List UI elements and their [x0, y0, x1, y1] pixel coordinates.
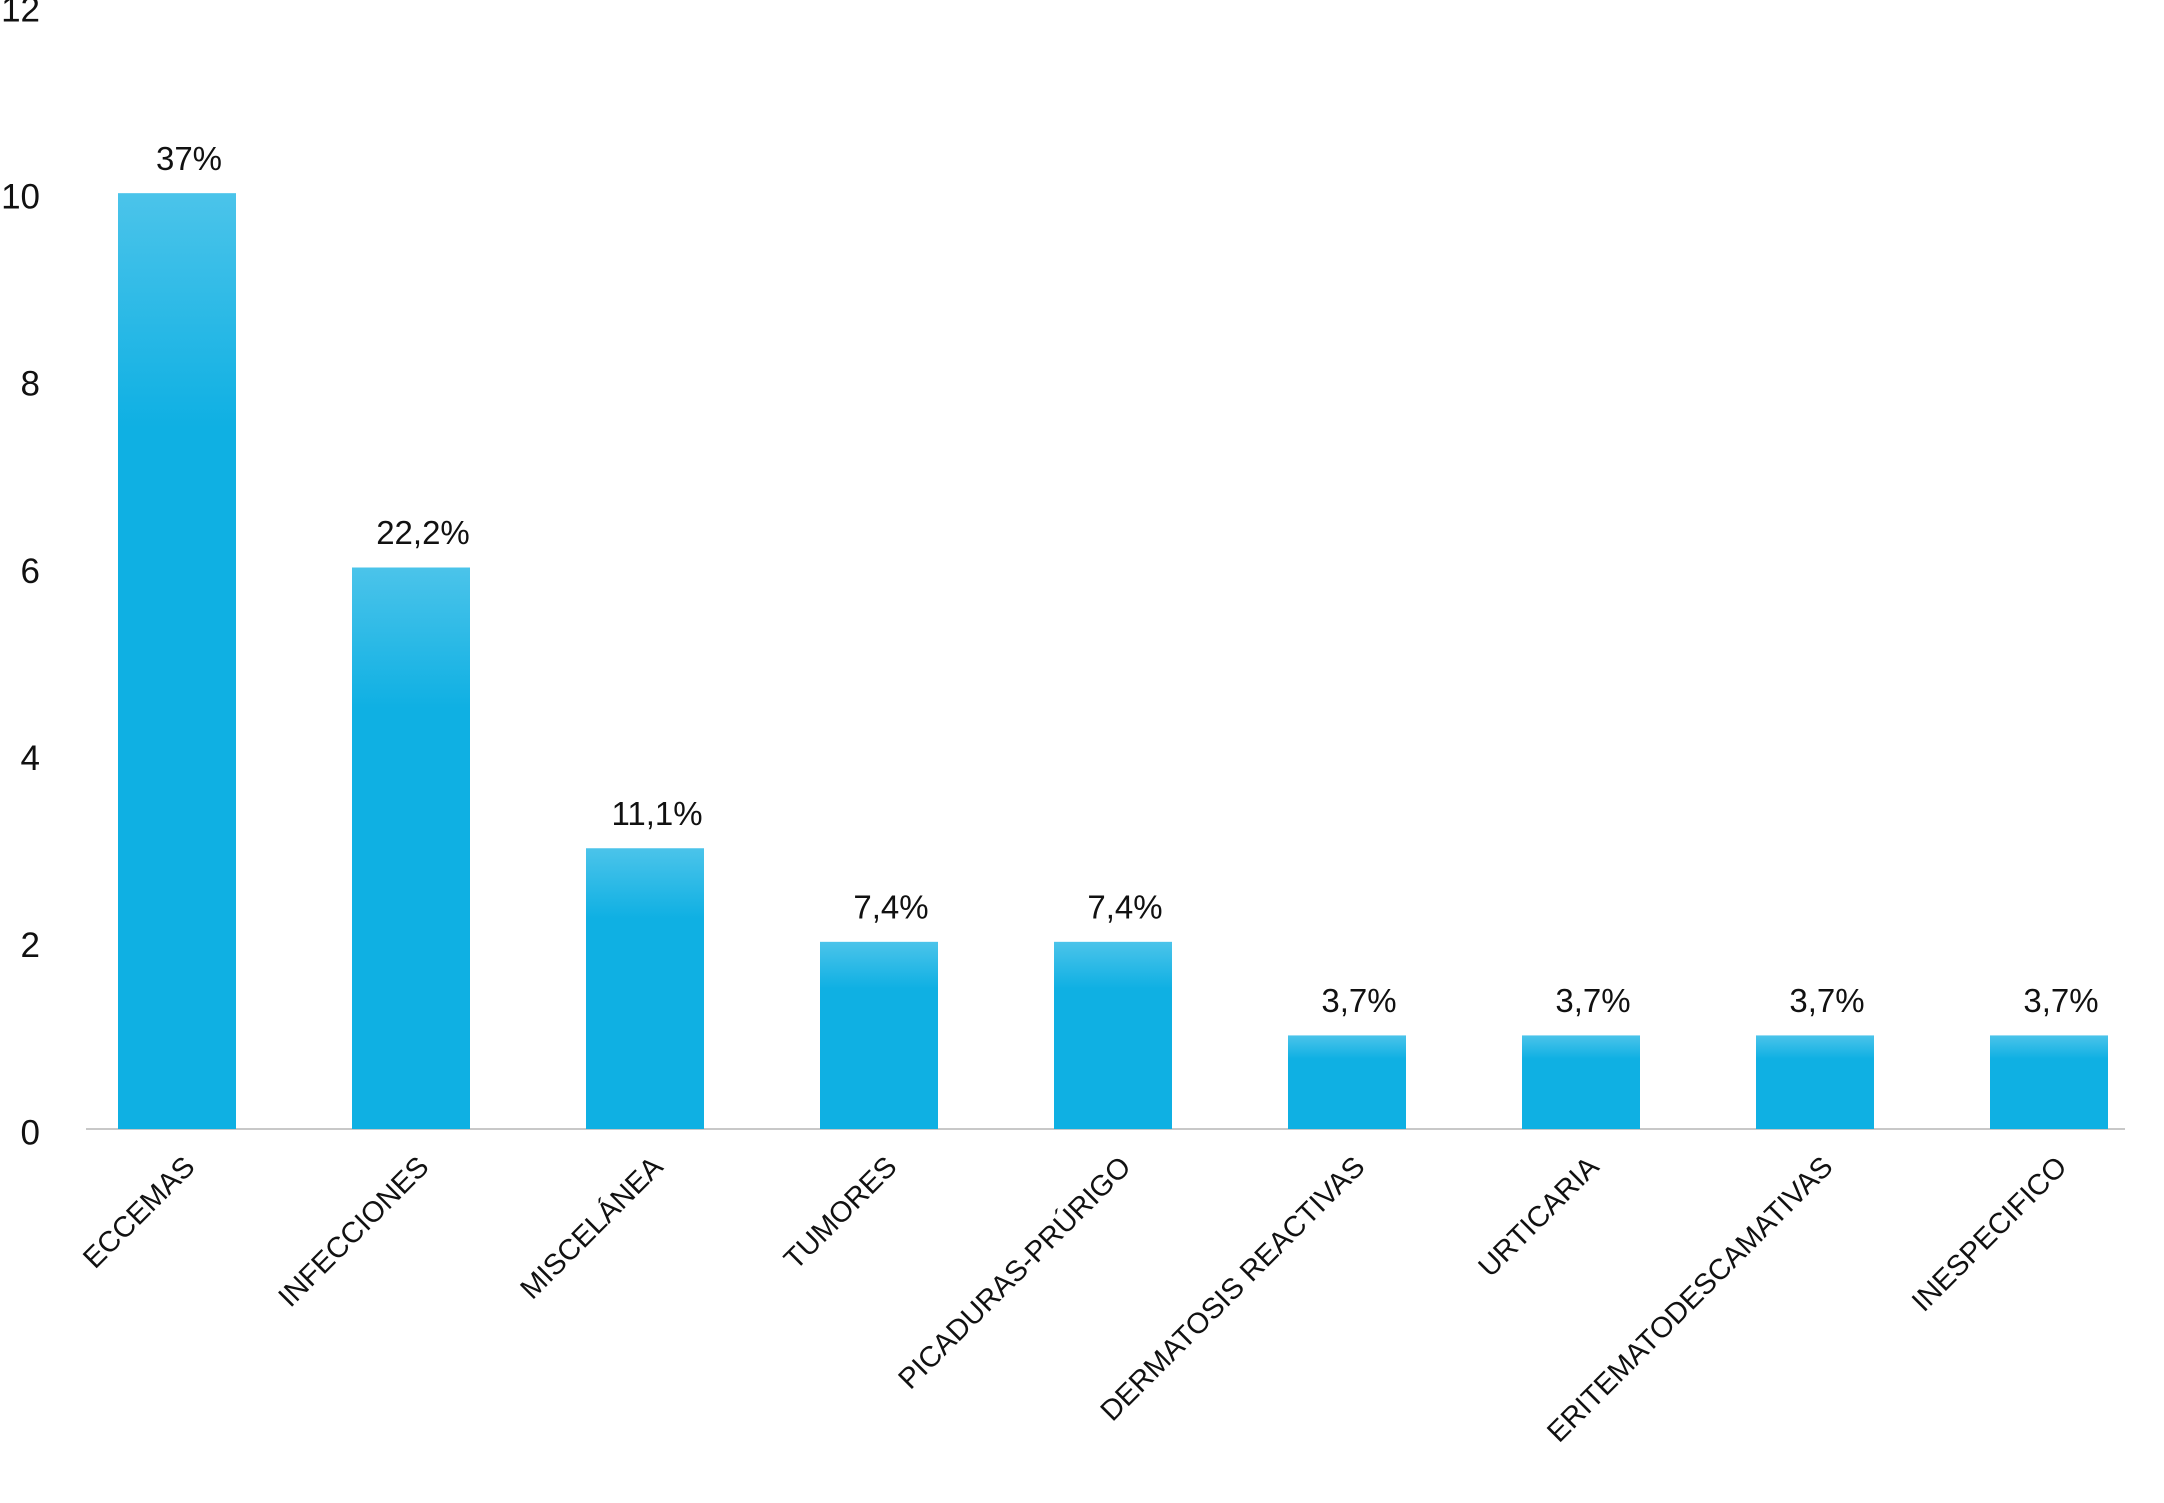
bar [820, 941, 938, 1129]
y-tick-label: 2 [21, 926, 40, 965]
bar [1288, 1035, 1406, 1129]
y-tick-label: 10 [1, 177, 40, 216]
y-tick-label: 0 [21, 1113, 40, 1152]
value-label: 11,1% [611, 795, 702, 832]
bar [118, 193, 236, 1129]
bar [1054, 941, 1172, 1129]
value-label: 3,7% [1555, 982, 1630, 1019]
bar [1522, 1035, 1640, 1129]
y-tick-label: 12 [1, 0, 40, 29]
value-label: 3,7% [1789, 982, 1864, 1019]
value-label: 3,7% [1321, 982, 1396, 1019]
y-tick-label: 8 [21, 365, 40, 404]
bar [1990, 1035, 2108, 1129]
value-label: 3,7% [2023, 982, 2098, 1019]
bar [1756, 1035, 1874, 1129]
value-label: 7,4% [1087, 889, 1162, 926]
y-tick-label: 6 [21, 552, 40, 591]
bar [352, 567, 470, 1129]
value-label: 37% [156, 140, 222, 177]
value-label: 22,2% [376, 514, 470, 551]
y-tick-label: 4 [21, 739, 40, 778]
bar [586, 848, 704, 1129]
value-label: 7,4% [853, 889, 928, 926]
